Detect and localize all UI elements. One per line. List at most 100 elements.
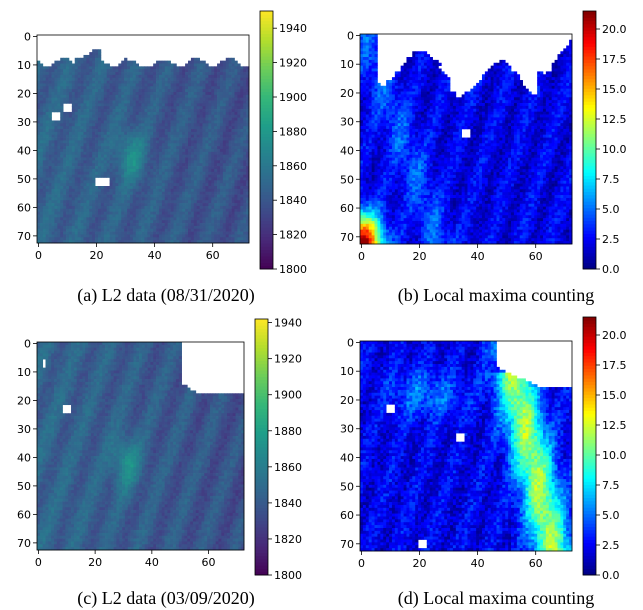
y-tick-label: 70 bbox=[17, 230, 31, 243]
y-tick-label: 70 bbox=[340, 231, 354, 244]
y-tick-label: 50 bbox=[17, 480, 31, 493]
colorbar-tick-label: 12.5 bbox=[602, 113, 627, 126]
x-tick-label: 60 bbox=[202, 556, 216, 569]
y-tick-label: 60 bbox=[17, 508, 31, 521]
y-tick-label: 40 bbox=[17, 144, 31, 157]
colorbar-tick-label: 20.0 bbox=[602, 329, 627, 342]
colorbar-frame bbox=[259, 10, 274, 270]
y-tick-label: 30 bbox=[340, 116, 354, 129]
colorbar-tick-label: 1800 bbox=[279, 263, 307, 276]
colorbar-frame bbox=[582, 316, 597, 576]
y-tick-label: 30 bbox=[17, 423, 31, 436]
y-tick-label: 50 bbox=[340, 480, 354, 493]
colorbar bbox=[583, 11, 596, 270]
x-tick-label: 60 bbox=[529, 557, 543, 570]
y-tick-label: 10 bbox=[340, 58, 354, 71]
colorbar-tick-label: 0.0 bbox=[602, 569, 620, 582]
colorbar-tick-label: 10.0 bbox=[602, 449, 627, 462]
colorbar-tick-label: 15.0 bbox=[602, 83, 627, 96]
y-tick-label: 20 bbox=[340, 87, 354, 100]
y-tick-label: 50 bbox=[340, 173, 354, 186]
colorbar-tick-label: 1800 bbox=[274, 569, 302, 582]
plot-frame bbox=[36, 341, 245, 551]
y-tick-label: 10 bbox=[17, 59, 31, 72]
y-tick-label: 60 bbox=[340, 202, 354, 215]
colorbar bbox=[260, 11, 273, 270]
y-tick-label: 20 bbox=[17, 394, 31, 407]
y-tick-label: 0 bbox=[347, 29, 354, 42]
heatmap-cells bbox=[360, 341, 573, 552]
x-tick-label: 20 bbox=[88, 556, 102, 569]
caption-b: (b) Local maxima counting bbox=[398, 285, 594, 306]
colorbar-tick-label: 7.5 bbox=[602, 173, 620, 186]
panel-c: 0 20 40 60 0 10 20 30 40 50 60 70 1800 1820 1840 1860 18… bbox=[17, 317, 302, 582]
colorbar-tick-label: 10.0 bbox=[602, 143, 627, 156]
colorbar-tick-label: 15.0 bbox=[602, 389, 627, 402]
colorbar-tick-label: 1860 bbox=[279, 160, 307, 173]
x-tick-label: 20 bbox=[90, 249, 104, 262]
panel-d: 0 20 40 60 0 10 20 30 40 50 60 70 0.0 2.5 5.0 7.5 10.0 12… bbox=[340, 316, 627, 582]
colorbar-frame bbox=[582, 10, 597, 270]
y-tick-label: 60 bbox=[17, 201, 31, 214]
colorbar-tick-label: 1920 bbox=[274, 353, 302, 366]
x-tick-label: 40 bbox=[471, 557, 485, 570]
colorbar-tick-label: 5.0 bbox=[602, 203, 620, 216]
heatmap-cells bbox=[37, 49, 250, 244]
caption-d: (d) Local maxima counting bbox=[398, 588, 594, 609]
x-tick-label: 0 bbox=[358, 250, 365, 263]
x-tick-label: 60 bbox=[206, 249, 220, 262]
colorbar-tick-label: 1900 bbox=[274, 389, 302, 402]
colorbar-tick-label: 1860 bbox=[274, 461, 302, 474]
x-tick-label: 0 bbox=[35, 249, 42, 262]
y-tick-label: 40 bbox=[17, 451, 31, 464]
colorbar-frame bbox=[254, 318, 269, 576]
colorbar-tick-label: 7.5 bbox=[602, 479, 620, 492]
colorbar-tick-label: 1880 bbox=[279, 125, 307, 138]
colorbar-tick-label: 1840 bbox=[279, 194, 307, 207]
y-tick-label: 50 bbox=[17, 173, 31, 186]
colorbar-tick-label: 2.5 bbox=[602, 539, 620, 552]
colorbar bbox=[255, 319, 268, 576]
y-tick-label: 0 bbox=[24, 337, 31, 350]
plot-frame bbox=[359, 340, 573, 552]
y-tick-label: 30 bbox=[17, 116, 31, 129]
caption-a: (a) L2 data (08/31/2020) bbox=[77, 285, 254, 306]
colorbar-tick-label: 1820 bbox=[279, 229, 307, 242]
x-tick-label: 40 bbox=[471, 250, 485, 263]
colorbar-tick-label: 20.0 bbox=[602, 23, 627, 36]
y-tick-label: 10 bbox=[17, 366, 31, 379]
x-tick-label: 40 bbox=[145, 556, 159, 569]
colorbar bbox=[583, 317, 596, 576]
panel-b: 0 20 40 60 0 10 20 30 40 50 60 70 0.0 2.5 5.0 7.5 10.0 12… bbox=[340, 10, 627, 276]
y-tick-label: 20 bbox=[17, 87, 31, 100]
colorbar-tick-label: 1920 bbox=[279, 57, 307, 70]
y-tick-label: 70 bbox=[340, 538, 354, 551]
colorbar-tick-label: 17.5 bbox=[602, 53, 627, 66]
panel-a: 0 20 40 60 0 10 20 30 40 50 60 70 1800 1820 1840 1860 18… bbox=[17, 10, 307, 276]
y-tick-label: 10 bbox=[340, 365, 354, 378]
x-tick-label: 0 bbox=[358, 557, 365, 570]
x-tick-label: 20 bbox=[413, 557, 427, 570]
colorbar-tick-label: 1880 bbox=[274, 425, 302, 438]
x-tick-label: 20 bbox=[413, 250, 427, 263]
x-tick-label: 0 bbox=[35, 556, 42, 569]
y-tick-label: 60 bbox=[340, 509, 354, 522]
colorbar-tick-label: 5.0 bbox=[602, 509, 620, 522]
heatmap-cells bbox=[37, 342, 245, 551]
colorbar-tick-label: 1940 bbox=[279, 22, 307, 35]
heatmap-cells bbox=[360, 34, 573, 245]
colorbar-tick-label: 1900 bbox=[279, 91, 307, 104]
colorbar-tick-label: 17.5 bbox=[602, 359, 627, 372]
caption-c: (c) L2 data (03/09/2020) bbox=[77, 588, 254, 609]
y-tick-label: 40 bbox=[340, 145, 354, 158]
colorbar-tick-label: 0.0 bbox=[602, 263, 620, 276]
x-tick-label: 60 bbox=[529, 250, 543, 263]
x-tick-label: 40 bbox=[148, 249, 162, 262]
colorbar-tick-label: 1940 bbox=[274, 317, 302, 330]
colorbar-tick-label: 1820 bbox=[274, 533, 302, 546]
plot-frame bbox=[359, 33, 573, 245]
y-tick-label: 0 bbox=[24, 30, 31, 43]
y-tick-label: 20 bbox=[340, 394, 354, 407]
colorbar-tick-label: 1840 bbox=[274, 497, 302, 510]
